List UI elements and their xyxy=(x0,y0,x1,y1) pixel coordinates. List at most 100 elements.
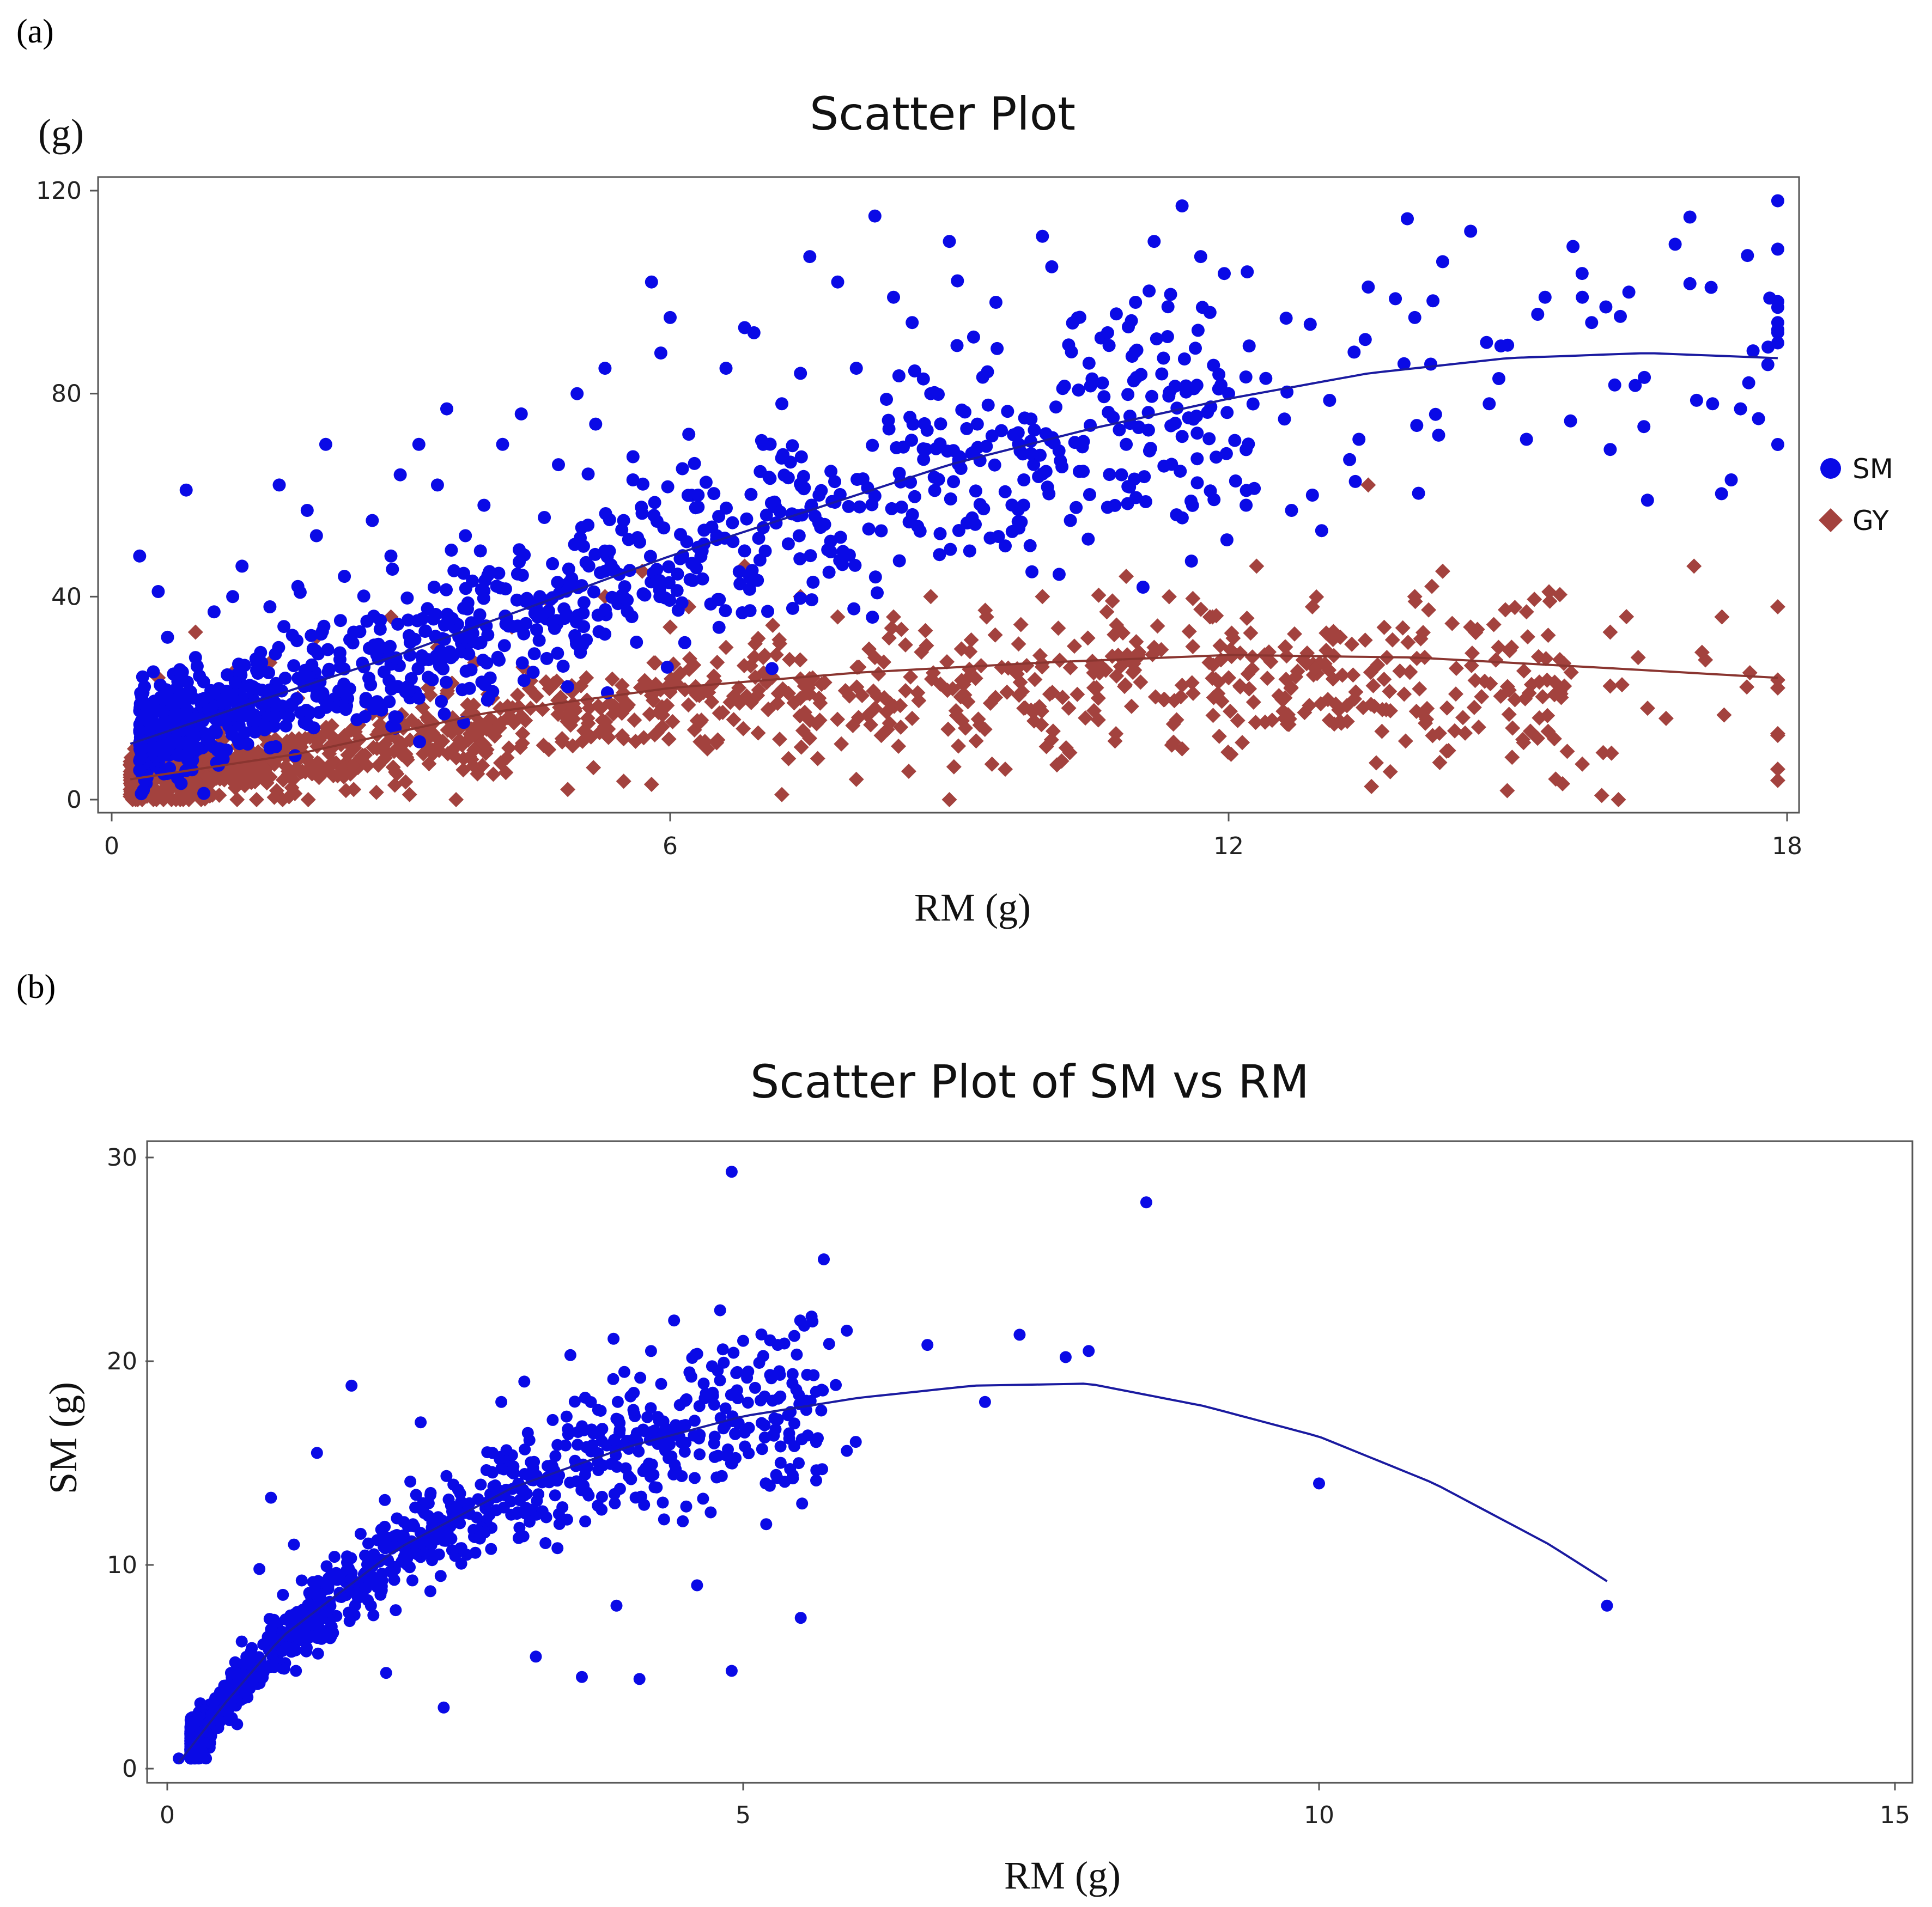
sm-data-point xyxy=(216,752,230,766)
sm-data-point xyxy=(287,659,301,673)
sm-data-point xyxy=(596,1503,608,1516)
sm-data-point xyxy=(412,437,426,451)
sm-data-point xyxy=(1742,376,1755,389)
sm-data-point xyxy=(976,370,989,384)
gy-data-point xyxy=(1439,700,1455,716)
gy-data-point xyxy=(700,741,715,757)
sm-data-point xyxy=(810,1386,822,1398)
gy-data-point xyxy=(1062,745,1078,760)
gy-data-point xyxy=(1412,681,1427,697)
gy-data-point xyxy=(1441,743,1456,758)
sm-data-point xyxy=(1001,405,1014,418)
sm-data-point xyxy=(763,1479,776,1492)
sm-data-point xyxy=(682,428,696,441)
sm-data-point xyxy=(410,1489,422,1501)
gy-data-point xyxy=(998,761,1013,777)
sm-data-point xyxy=(1041,480,1054,494)
sm-data-point xyxy=(262,666,275,679)
sm-data-point xyxy=(1397,357,1411,370)
sm-data-point xyxy=(388,710,402,723)
sm-data-point xyxy=(265,1491,277,1504)
sm-data-point xyxy=(1150,332,1163,346)
sm-data-point xyxy=(408,1520,421,1533)
gy-data-point xyxy=(615,685,631,700)
gy-data-point xyxy=(910,685,926,700)
sm-data-point xyxy=(579,556,593,569)
sm-data-point xyxy=(1023,539,1037,552)
gy-data-point xyxy=(951,738,967,754)
gy-data-point xyxy=(948,703,964,718)
sm-data-point xyxy=(585,1445,597,1458)
gy-data-point xyxy=(941,792,957,807)
sm-data-point xyxy=(668,1314,681,1327)
gy-data-point xyxy=(960,694,976,710)
gy-data-point xyxy=(1471,720,1486,735)
gy-data-point xyxy=(493,755,508,771)
sm-data-point xyxy=(424,1486,437,1499)
sm-data-point xyxy=(726,535,740,549)
sm-data-point xyxy=(1054,454,1067,467)
sm-data-point xyxy=(1259,371,1273,385)
sm-data-point xyxy=(1189,342,1202,355)
sm-data-point xyxy=(1129,296,1143,309)
sm-data-point xyxy=(1746,344,1760,358)
sm-data-point xyxy=(1011,503,1025,516)
sm-data-point xyxy=(580,633,593,647)
sm-data-point xyxy=(710,1471,723,1484)
sm-data-point xyxy=(944,543,957,556)
sm-data-point xyxy=(192,1711,204,1724)
gy-data-point xyxy=(1507,692,1523,708)
sm-data-point xyxy=(726,1457,738,1470)
gy-data-point xyxy=(1277,639,1293,655)
sm-data-point xyxy=(887,290,900,304)
sm-data-point xyxy=(969,517,982,531)
sm-data-point xyxy=(841,1324,853,1337)
gy-data-point xyxy=(1283,680,1299,696)
sm-data-point xyxy=(633,1673,646,1685)
sm-fit-line xyxy=(130,352,1778,745)
gy-data-point xyxy=(1370,657,1386,673)
sm-data-point xyxy=(466,574,479,588)
gy-data-point xyxy=(300,792,316,807)
sm-data-point xyxy=(1683,210,1697,224)
sm-data-point xyxy=(1184,495,1198,508)
sm-data-point xyxy=(1412,486,1425,500)
y-tick-label: 30 xyxy=(107,1144,137,1172)
sm-data-point xyxy=(579,1515,592,1528)
sm-data-point xyxy=(1082,356,1096,370)
sm-data-point xyxy=(1175,430,1189,443)
sm-data-point xyxy=(497,639,511,653)
gy-data-point xyxy=(1477,673,1492,689)
sm-data-point xyxy=(439,1525,451,1538)
sm-data-point xyxy=(540,651,554,665)
gy-data-point xyxy=(1066,638,1082,654)
gy-data-point xyxy=(891,739,907,754)
sm-data-point xyxy=(553,1518,566,1530)
gy-data-point xyxy=(1364,778,1380,794)
sm-data-point xyxy=(836,545,850,558)
sm-data-point xyxy=(707,487,721,501)
sm-data-point xyxy=(525,1503,537,1516)
sm-data-point xyxy=(607,1373,619,1385)
gy-data-point xyxy=(1307,661,1323,677)
sm-data-point xyxy=(670,584,684,598)
sm-data-point xyxy=(892,369,906,382)
gy-data-point xyxy=(1246,694,1261,710)
gy-data-point xyxy=(1384,632,1400,648)
sm-data-point xyxy=(277,1588,289,1601)
sm-data-point xyxy=(782,1409,794,1422)
sm-data-point xyxy=(749,1381,761,1394)
sm-data-point xyxy=(379,1494,391,1506)
y-tick-label: 120 xyxy=(36,177,82,205)
gy-data-point xyxy=(1466,699,1482,715)
sm-data-point xyxy=(367,1609,380,1622)
gy-data-point xyxy=(1376,619,1392,635)
sm-data-point xyxy=(464,663,478,677)
sm-data-point xyxy=(636,477,649,491)
gy-data-point xyxy=(722,694,738,710)
sm-data-point xyxy=(1242,339,1256,353)
sm-data-point xyxy=(519,594,532,608)
sm-data-point xyxy=(1599,300,1613,314)
sm-data-point xyxy=(1734,402,1747,416)
sm-data-point xyxy=(699,476,713,489)
